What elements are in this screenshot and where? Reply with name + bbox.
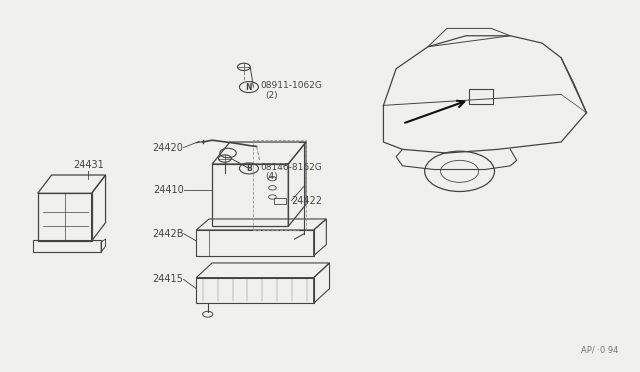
Text: 24422: 24422 bbox=[291, 196, 323, 206]
Text: (4): (4) bbox=[265, 172, 277, 181]
Text: 08911-1062G: 08911-1062G bbox=[260, 81, 322, 90]
Text: AP/ ·0 94: AP/ ·0 94 bbox=[581, 346, 618, 355]
Bar bbox=[275, 198, 285, 204]
Text: N: N bbox=[246, 83, 252, 92]
Text: 2442B: 2442B bbox=[152, 229, 184, 238]
Text: 24415: 24415 bbox=[153, 275, 184, 285]
Text: 24420: 24420 bbox=[153, 142, 184, 153]
Text: (2): (2) bbox=[265, 91, 277, 100]
Bar bbox=[38, 193, 92, 241]
Bar bbox=[33, 240, 101, 252]
Text: 24410: 24410 bbox=[153, 185, 184, 195]
Bar bbox=[196, 278, 314, 303]
Bar bbox=[469, 89, 493, 103]
Bar bbox=[196, 230, 314, 256]
Bar bbox=[253, 140, 306, 230]
Text: 08146-8162G: 08146-8162G bbox=[260, 163, 322, 172]
Text: B: B bbox=[246, 164, 252, 173]
Bar bbox=[212, 164, 288, 226]
Text: 24431: 24431 bbox=[73, 160, 104, 170]
